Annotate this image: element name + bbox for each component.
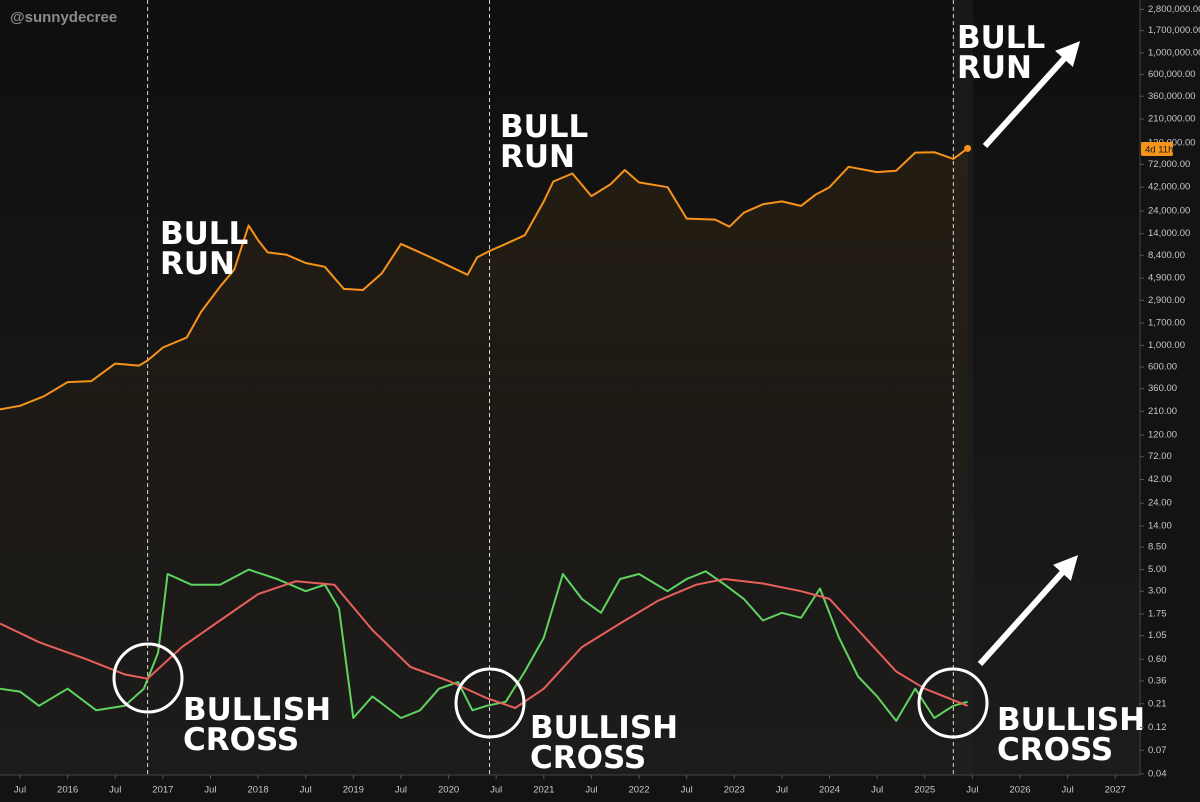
x-tick-label: 2018 [248, 785, 269, 796]
y-tick-label: 2,800,000.00 [1148, 4, 1200, 15]
y-tick-label: 0.04 [1148, 768, 1167, 779]
x-tick-label: Jul [109, 785, 121, 796]
highlight-circle [112, 642, 184, 714]
price-tag [1141, 142, 1173, 156]
annotation-text: BULL [957, 20, 1045, 56]
annotation-text: BULL [160, 216, 248, 252]
y-tick-label: 600,000.00 [1148, 69, 1196, 80]
y-tick-label: 42.00 [1148, 474, 1172, 485]
y-tick-label: 600.00 [1148, 361, 1177, 372]
y-tick-label: 14,000.00 [1148, 228, 1190, 239]
y-tick-label: 0.60 [1148, 654, 1167, 665]
x-tick-label: Jul [776, 785, 788, 796]
y-tick-label: 72,000.00 [1148, 159, 1190, 170]
arrow [977, 555, 1079, 667]
watermark: @sunnydecree [10, 9, 117, 26]
x-tick-label: Jul [204, 785, 216, 796]
price-tag-text: 4d 11h [1145, 145, 1173, 156]
y-tick-label: 1,700,000.00 [1148, 25, 1200, 36]
y-tick-label: 3.00 [1148, 586, 1167, 597]
y-tick-label: 1,700.00 [1148, 317, 1185, 328]
y-tick-label: 0.12 [1148, 722, 1167, 733]
y-tick-label: 1,000,000.00 [1148, 48, 1200, 59]
y-tick-label: 72.00 [1148, 451, 1172, 462]
annotation-text: CROSS [183, 722, 299, 758]
y-tick-label: 0.07 [1148, 745, 1167, 756]
annotation-text: RUN [957, 50, 1032, 86]
highlight-circle [917, 667, 989, 739]
arrow [982, 41, 1081, 149]
x-tick-label: Jul [490, 785, 502, 796]
y-tick-label: 1,000.00 [1148, 340, 1185, 351]
last-point [964, 144, 972, 152]
series-line [0, 568, 968, 722]
y-tick-label: 14.00 [1148, 521, 1172, 532]
x-tick-label: Jul [585, 785, 597, 796]
y-tick-label: 360.00 [1148, 383, 1177, 394]
series-line [0, 147, 969, 411]
x-tick-label: 2016 [57, 785, 78, 796]
x-tick-label: 2019 [343, 785, 364, 796]
x-tick-label: 2021 [533, 785, 554, 796]
x-tick-label: 2020 [438, 785, 459, 796]
series-line [0, 578, 968, 709]
y-tick-label: 360,000.00 [1148, 91, 1196, 102]
annotation-text: RUN [160, 246, 235, 282]
y-tick-label: 1.75 [1148, 609, 1167, 620]
annotation-text: RUN [500, 139, 575, 175]
x-tick-label: Jul [966, 785, 978, 796]
x-tick-label: 2023 [724, 785, 745, 796]
x-tick-label: Jul [681, 785, 693, 796]
y-tick-label: 24,000.00 [1148, 205, 1190, 216]
y-tick-label: 5.00 [1148, 564, 1167, 575]
x-tick-label: Jul [300, 785, 312, 796]
annotation-text: CROSS [530, 740, 646, 776]
annotation-text: BULLISH [530, 710, 678, 746]
y-tick-label: 120.00 [1148, 430, 1177, 441]
area-fill [0, 148, 968, 775]
y-tick-label: 210.00 [1148, 406, 1177, 417]
x-tick-label: 2024 [819, 785, 840, 796]
x-tick-label: Jul [1062, 785, 1074, 796]
y-tick-label: 1.05 [1148, 630, 1167, 641]
x-tick-label: 2025 [914, 785, 935, 796]
x-tick-label: 2017 [152, 785, 173, 796]
x-tick-label: Jul [395, 785, 407, 796]
x-tick-label: Jul [14, 785, 26, 796]
y-tick-label: 42,000.00 [1148, 182, 1190, 193]
y-tick-label: 4,900.00 [1148, 273, 1185, 284]
annotation-text: CROSS [997, 732, 1113, 768]
annotation-text: BULLISH [997, 702, 1145, 738]
y-tick-label: 210,000.00 [1148, 114, 1196, 125]
annotation-text: BULLISH [183, 692, 331, 728]
x-tick-label: 2027 [1105, 785, 1126, 796]
y-tick-label: 0.21 [1148, 698, 1167, 709]
x-tick-label: 2026 [1009, 785, 1030, 796]
x-tick-label: 2022 [628, 785, 649, 796]
y-tick-label: 2,900.00 [1148, 295, 1185, 306]
y-tick-label: 24.00 [1148, 498, 1172, 509]
y-tick-label: 8.50 [1148, 542, 1167, 553]
x-tick-label: Jul [871, 785, 883, 796]
annotation-text: BULL [500, 109, 588, 145]
highlight-circle [454, 667, 526, 739]
y-tick-label: 8,400.00 [1148, 250, 1185, 261]
y-tick-label: 0.36 [1148, 675, 1167, 686]
annotation: BULL RUN BULL RUN BULL RUN BULLISH CROSS… [160, 20, 1145, 776]
